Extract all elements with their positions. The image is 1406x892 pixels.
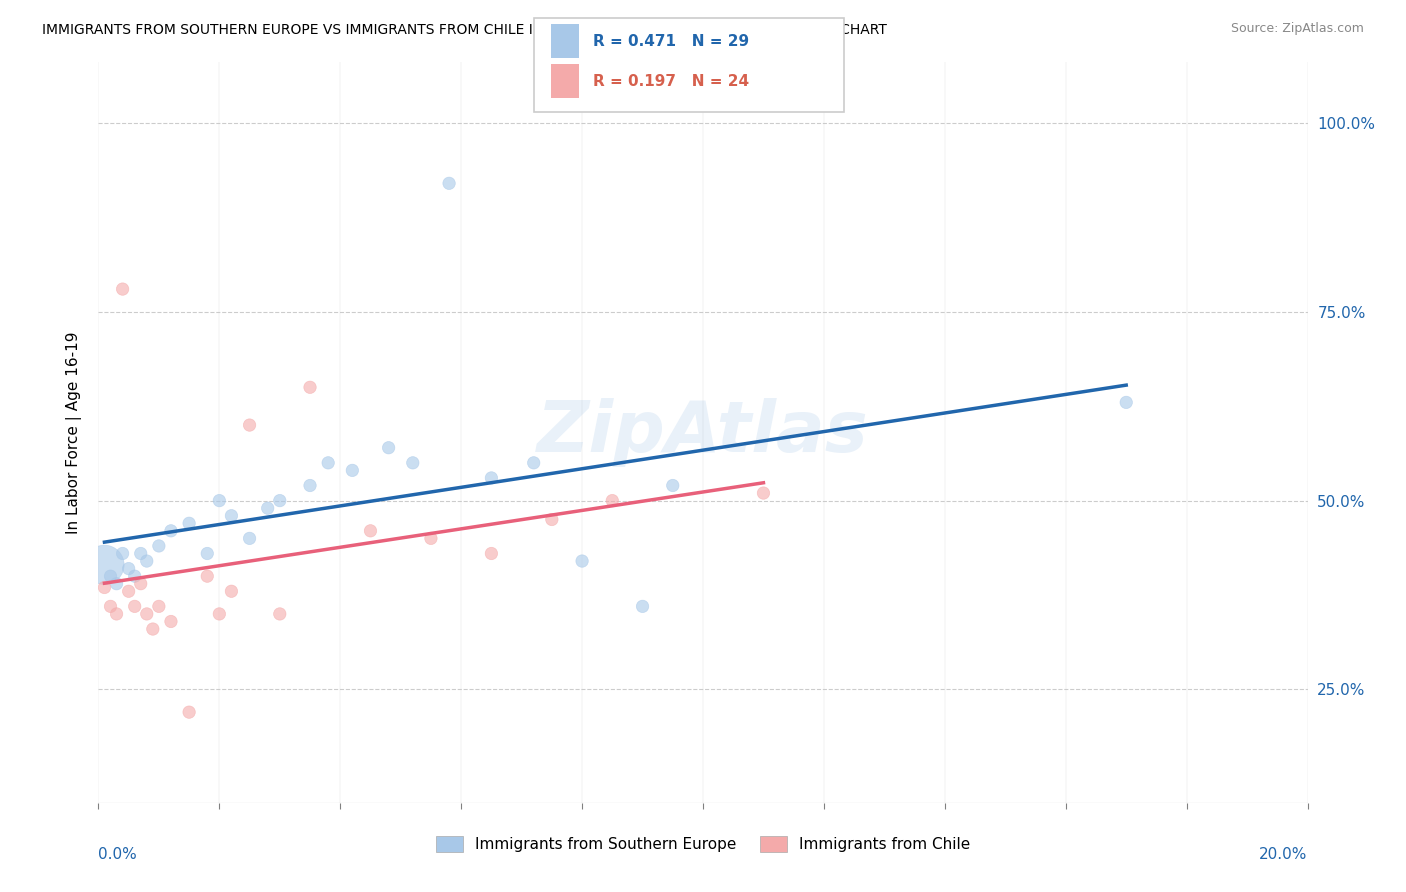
Point — [105, 576, 128, 591]
Point — [221, 508, 243, 523]
Point — [118, 561, 141, 575]
Point — [142, 622, 165, 636]
Point — [377, 441, 399, 455]
Point — [179, 516, 201, 531]
Point — [208, 607, 231, 621]
Point — [523, 456, 546, 470]
Text: 0.0%: 0.0% — [98, 847, 138, 863]
Point — [239, 532, 262, 546]
Legend: Immigrants from Southern Europe, Immigrants from Chile: Immigrants from Southern Europe, Immigra… — [429, 830, 977, 858]
Point — [299, 478, 322, 492]
Point — [1115, 395, 1137, 409]
Point — [148, 599, 170, 614]
Point — [437, 177, 460, 191]
Y-axis label: In Labor Force | Age 16-19: In Labor Force | Age 16-19 — [66, 331, 83, 534]
Text: Source: ZipAtlas.com: Source: ZipAtlas.com — [1230, 22, 1364, 36]
Point — [135, 554, 157, 568]
Point — [105, 607, 128, 621]
Point — [195, 547, 218, 561]
Point — [135, 607, 157, 621]
Point — [111, 547, 134, 561]
Point — [221, 584, 243, 599]
Point — [269, 607, 291, 621]
Point — [299, 380, 322, 394]
Point — [661, 478, 683, 492]
Text: R = 0.471   N = 29: R = 0.471 N = 29 — [593, 34, 749, 48]
Point — [124, 569, 146, 583]
Text: IMMIGRANTS FROM SOUTHERN EUROPE VS IMMIGRANTS FROM CHILE IN LABOR FORCE | AGE 16: IMMIGRANTS FROM SOUTHERN EUROPE VS IMMIG… — [42, 22, 887, 37]
Point — [420, 532, 443, 546]
Point — [148, 539, 170, 553]
Point — [239, 418, 262, 433]
Point — [111, 282, 134, 296]
Point — [360, 524, 382, 538]
Point — [316, 456, 339, 470]
Point — [129, 547, 152, 561]
Point — [631, 599, 654, 614]
Point — [160, 524, 183, 538]
Point — [118, 584, 141, 599]
Point — [752, 486, 775, 500]
Point — [129, 576, 152, 591]
Point — [93, 581, 115, 595]
Point — [93, 558, 115, 572]
Point — [124, 599, 146, 614]
Point — [160, 615, 183, 629]
Text: 20.0%: 20.0% — [1260, 847, 1308, 863]
Text: R = 0.197   N = 24: R = 0.197 N = 24 — [593, 74, 749, 88]
Point — [342, 463, 364, 477]
Point — [540, 512, 562, 526]
Point — [602, 493, 624, 508]
Point — [481, 471, 503, 485]
Text: ZipAtlas: ZipAtlas — [537, 398, 869, 467]
Point — [571, 554, 593, 568]
Point — [481, 547, 503, 561]
Point — [179, 705, 201, 719]
Point — [195, 569, 218, 583]
Point — [256, 501, 278, 516]
Point — [100, 599, 122, 614]
Point — [269, 493, 291, 508]
Point — [402, 456, 425, 470]
Point — [208, 493, 231, 508]
Point — [100, 569, 122, 583]
